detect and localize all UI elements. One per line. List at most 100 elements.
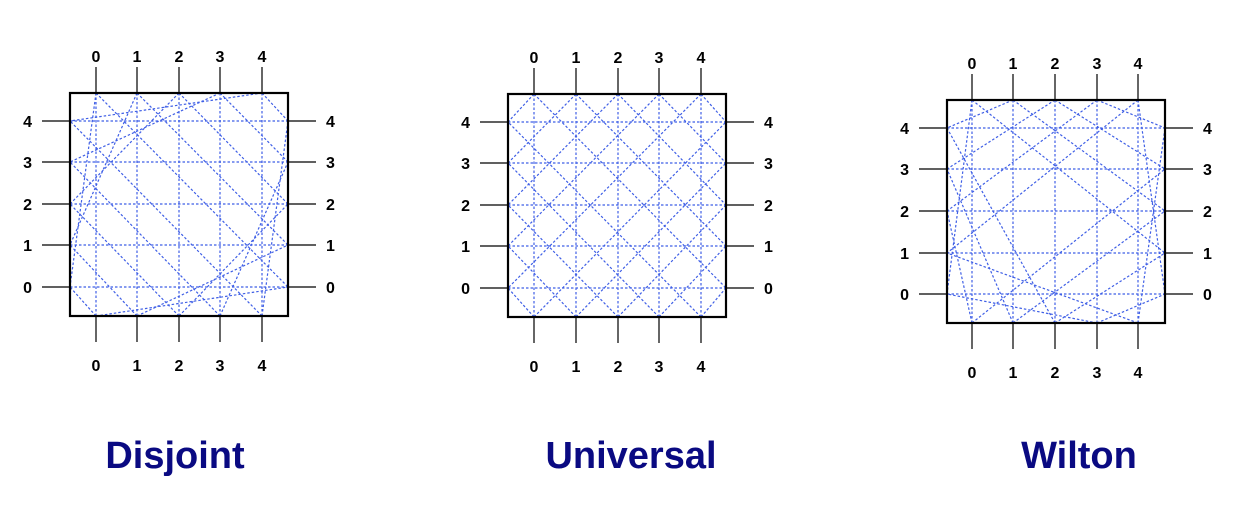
left-pin-label: 0: [900, 287, 909, 304]
track-pins: 0 0 0 0 1 1 1 1 2 2 2 2 3 3 3 3 4 4 4 4: [461, 50, 773, 376]
right-pin-label: 2: [764, 198, 773, 215]
right-pin-label: 2: [1203, 204, 1212, 221]
switch-connection: [69, 92, 263, 122]
switch-connection: [69, 120, 263, 317]
bottom-pin-label: 0: [968, 365, 977, 382]
left-pin-label: 0: [23, 280, 32, 297]
switch-connection: [69, 92, 180, 205]
switch-connection: [946, 99, 1139, 254]
right-pin-label: 3: [326, 155, 335, 172]
bottom-pin-label: 2: [1051, 365, 1060, 382]
switch-box-disjoint: 0 0 0 0 1 1 1 1 2 2 2 2 3 3 3 3 4 4 4 4 Disjoint: [23, 49, 335, 477]
switch-connection: [136, 244, 289, 317]
right-pin-label: 0: [1203, 287, 1212, 304]
switch-connection: [178, 203, 289, 317]
top-pin-label: 3: [655, 50, 664, 67]
switch-connection: [1137, 99, 1166, 295]
right-pin-label: 4: [1203, 121, 1212, 138]
switch-connection: [946, 293, 1098, 324]
right-pin-label: 2: [326, 197, 335, 214]
left-pin-label: 3: [461, 156, 470, 173]
left-pin-label: 2: [23, 197, 32, 214]
switch-connection: [700, 93, 727, 123]
bottom-pin-label: 4: [697, 359, 706, 376]
bottom-pin-label: 4: [1134, 365, 1143, 382]
switch-connection: [946, 99, 1098, 212]
right-pin-label: 1: [1203, 246, 1212, 263]
top-pin-label: 1: [1009, 56, 1018, 73]
right-pin-label: 4: [764, 115, 773, 132]
top-pin-label: 2: [614, 50, 623, 67]
switch-connection: [700, 287, 727, 318]
right-pin-label: 4: [326, 114, 335, 131]
top-pin-label: 1: [572, 50, 581, 67]
switch-connection: [946, 127, 1056, 324]
switch-connection: [617, 93, 727, 206]
top-pin-label: 0: [92, 49, 101, 66]
switch-connection: [507, 93, 535, 123]
switch-connection: [575, 93, 727, 247]
switch-connection: [261, 120, 289, 317]
bottom-pin-label: 1: [133, 358, 142, 375]
switch-connection: [507, 121, 702, 318]
switch-connection: [95, 92, 289, 288]
switch-connection: [575, 162, 727, 318]
bottom-pin-label: 0: [92, 358, 101, 375]
track-pins: 0 0 0 0 1 1 1 1 2 2 2 2 3 3 3 3 4 4 4 4: [900, 56, 1212, 382]
top-pin-label: 4: [1134, 56, 1143, 73]
switch-connection: [1096, 99, 1166, 129]
switch-connection: [533, 121, 727, 318]
switch-connection: [69, 92, 97, 288]
switch-box-title: Wilton: [1021, 435, 1137, 477]
bottom-pin-label: 0: [530, 359, 539, 376]
wire-connections: [507, 93, 727, 318]
bottom-pin-label: 3: [1093, 365, 1102, 382]
left-pin-label: 3: [23, 155, 32, 172]
left-pin-label: 4: [900, 121, 909, 138]
switch-connection: [946, 252, 1139, 324]
left-pin-label: 1: [461, 239, 470, 256]
switch-connection: [507, 204, 619, 318]
left-pin-label: 0: [461, 281, 470, 298]
switch-box-universal: 0 0 0 0 1 1 1 1 2 2 2 2 3 3 3 3 4 4 4 4 Universal: [461, 50, 773, 477]
switch-connection: [1137, 127, 1166, 324]
right-pin-label: 3: [764, 156, 773, 173]
switch-connection: [946, 99, 1014, 129]
switch-connection: [69, 244, 138, 317]
switch-connection: [69, 286, 97, 317]
right-pin-label: 3: [1203, 162, 1212, 179]
top-pin-label: 1: [133, 49, 142, 66]
left-pin-label: 1: [23, 238, 32, 255]
left-pin-label: 1: [900, 246, 909, 263]
switch-connection: [946, 99, 973, 295]
right-pin-label: 1: [764, 239, 773, 256]
switch-connection: [507, 93, 619, 206]
track-pins: 0 0 0 0 1 1 1 1 2 2 2 2 3 3 3 3 4 4 4 4: [23, 49, 335, 375]
switch-connection: [507, 287, 535, 318]
top-pin-label: 3: [1093, 56, 1102, 73]
switch-connection: [1054, 252, 1166, 324]
left-pin-label: 4: [23, 114, 32, 131]
switch-connection: [946, 168, 1014, 324]
bottom-pin-label: 3: [655, 359, 664, 376]
top-pin-label: 3: [216, 49, 225, 66]
switch-connection: [971, 168, 1166, 324]
left-pin-label: 4: [461, 115, 470, 132]
switch-connection: [1012, 99, 1166, 212]
right-pin-label: 0: [326, 280, 335, 297]
right-pin-label: 0: [764, 281, 773, 298]
switch-box-title: Disjoint: [105, 435, 245, 477]
top-pin-label: 0: [968, 56, 977, 73]
switch-connection: [946, 210, 973, 324]
switch-connection: [261, 92, 289, 122]
wire-connections: [946, 99, 1166, 324]
switch-connection: [136, 92, 289, 246]
switch-connection: [507, 93, 702, 289]
bottom-pin-label: 2: [614, 359, 623, 376]
top-pin-label: 2: [1051, 56, 1060, 73]
switch-box-wilton: 0 0 0 0 1 1 1 1 2 2 2 2 3 3 3 3 4 4 4 4 Wilton: [900, 56, 1212, 477]
switch-connection: [946, 99, 1056, 170]
switch-connection: [69, 92, 138, 246]
bottom-pin-label: 1: [572, 359, 581, 376]
